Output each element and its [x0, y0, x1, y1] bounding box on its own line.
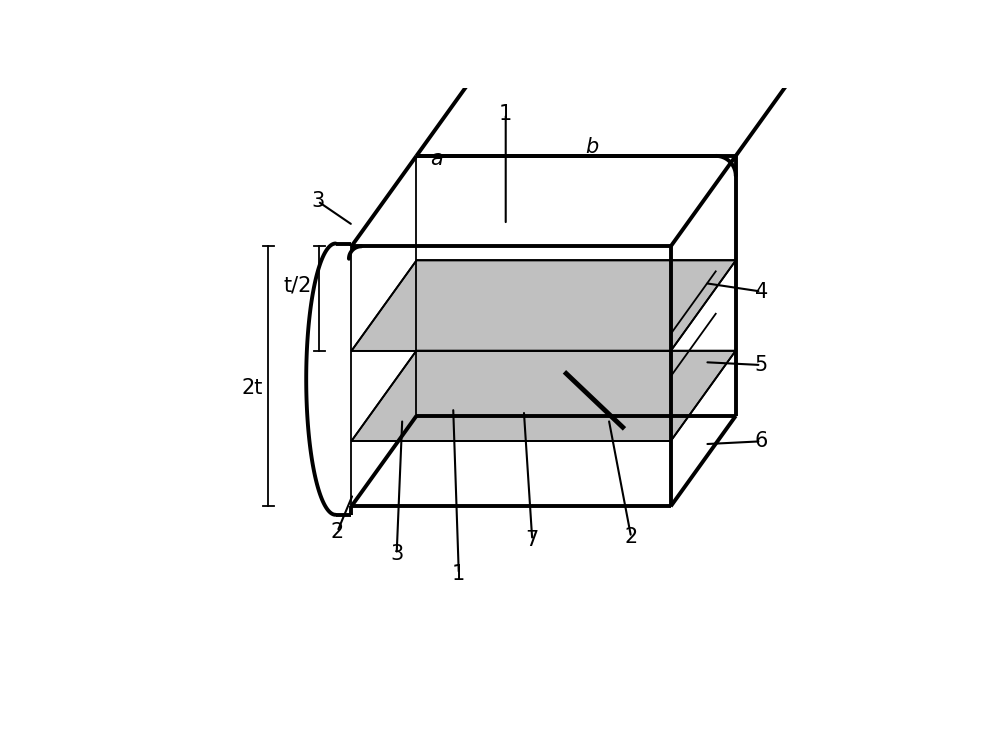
Text: 2: 2	[331, 522, 344, 542]
Text: 5: 5	[755, 355, 768, 375]
Text: 2t: 2t	[242, 377, 263, 398]
Text: 1: 1	[452, 564, 465, 584]
Text: 3: 3	[311, 191, 324, 211]
Polygon shape	[351, 261, 736, 351]
Text: a: a	[430, 149, 443, 169]
Text: 4: 4	[755, 282, 768, 302]
Text: b: b	[585, 137, 598, 157]
Polygon shape	[351, 351, 736, 441]
Text: 3: 3	[390, 545, 403, 564]
Text: 1: 1	[499, 103, 512, 123]
Text: 6: 6	[754, 432, 768, 451]
Text: t/2: t/2	[284, 276, 312, 296]
Text: 7: 7	[526, 530, 539, 550]
Text: 2: 2	[625, 528, 638, 548]
